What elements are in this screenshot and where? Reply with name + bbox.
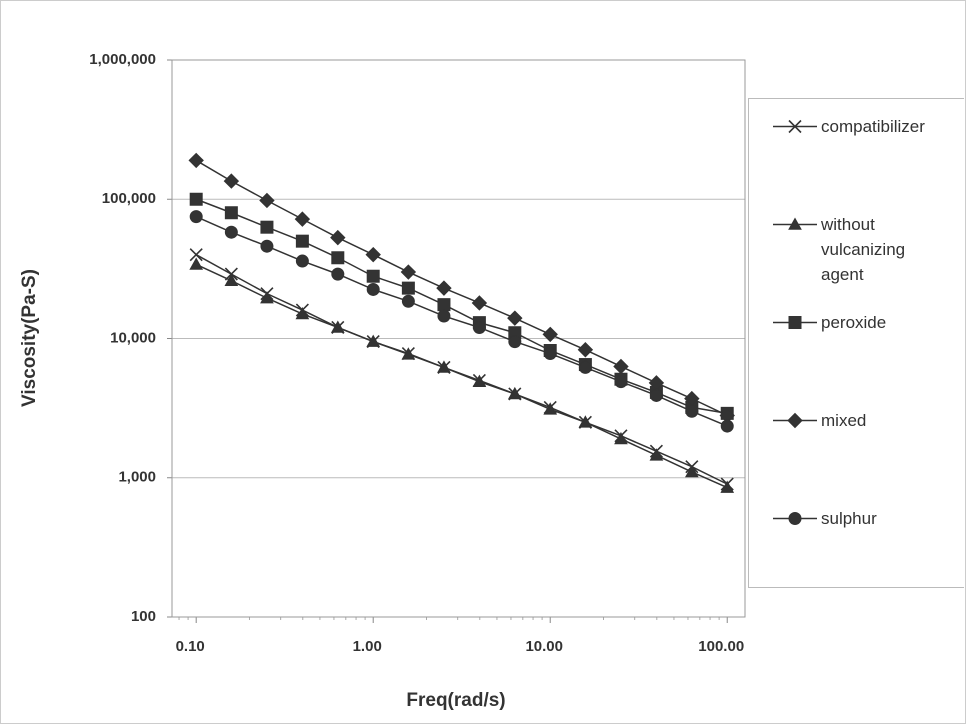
marker [437, 360, 451, 373]
marker [366, 334, 381, 347]
marker [578, 415, 593, 428]
legend-swatch [773, 512, 817, 525]
marker [189, 210, 203, 224]
marker [330, 229, 346, 246]
marker [787, 412, 803, 429]
x-axis-title: Freq(rad/s) [406, 690, 505, 711]
marker [788, 119, 802, 134]
marker [720, 480, 735, 493]
marker [401, 294, 415, 308]
legend-label: compatibilizer [821, 117, 925, 136]
marker [720, 419, 734, 433]
y-tick-label: 1,000 [118, 469, 156, 486]
legend-label: sulphur [821, 509, 877, 528]
series-line [195, 198, 728, 415]
marker [189, 248, 203, 262]
legend: compatibilizer without vulcanizing agent p… [748, 98, 964, 588]
x-tick-label: 0.10 [176, 638, 205, 655]
marker [224, 206, 238, 220]
y-tick-label: 100 [131, 608, 156, 625]
marker [260, 220, 274, 234]
marker [472, 320, 486, 334]
marker [542, 326, 558, 343]
marker [331, 267, 345, 281]
y-axis-title: Viscosity(Pa-S) [19, 269, 40, 407]
marker [223, 173, 240, 189]
legend-item: peroxide [771, 310, 951, 335]
marker [649, 388, 663, 402]
marker [366, 282, 380, 296]
marker [613, 358, 629, 375]
marker [224, 273, 239, 287]
marker [472, 374, 487, 387]
legend-item: sulphur [771, 506, 951, 531]
marker [471, 295, 488, 311]
marker [577, 342, 594, 358]
legend-swatch [773, 119, 817, 134]
marker [508, 335, 522, 349]
legend-swatch [773, 217, 817, 230]
x-tick-label: 1.00 [353, 638, 382, 655]
legend-item: mixed [771, 408, 951, 433]
marker [401, 347, 416, 360]
marker [400, 264, 417, 280]
legend-label: without vulcanizing agent [821, 215, 906, 284]
marker [401, 281, 415, 295]
series-line [195, 159, 728, 417]
marker [259, 192, 275, 209]
marker [614, 431, 628, 445]
marker [295, 306, 310, 320]
marker [366, 269, 380, 283]
legend-swatch [773, 412, 817, 429]
y-tick-label: 1,000,000 [89, 51, 156, 68]
marker [365, 246, 381, 263]
marker [189, 257, 204, 270]
marker [189, 192, 203, 206]
marker [578, 360, 592, 374]
marker [788, 217, 802, 230]
marker [260, 291, 274, 304]
legend-item: compatibilizer [771, 114, 951, 139]
marker [260, 239, 274, 253]
marker [330, 320, 345, 333]
x-tick-label: 100.00 [698, 638, 744, 655]
series-line [195, 254, 728, 485]
marker [295, 254, 309, 268]
plot-frame [171, 59, 746, 618]
marker [295, 234, 309, 248]
marker [507, 310, 523, 326]
marker [331, 251, 345, 265]
series-line [195, 215, 728, 427]
marker [437, 298, 451, 312]
marker [507, 386, 522, 400]
marker [294, 211, 311, 227]
legend-label: mixed [821, 411, 867, 430]
marker [437, 309, 451, 323]
marker [224, 225, 238, 239]
marker [614, 375, 628, 389]
series-line [195, 263, 728, 489]
legend-swatch [773, 316, 817, 329]
marker [788, 512, 802, 525]
legend-item: without vulcanizing agent [771, 212, 951, 287]
marker [188, 152, 204, 169]
marker [684, 464, 699, 478]
marker [685, 404, 699, 418]
marker [436, 280, 452, 296]
x-tick-label: 10.00 [525, 638, 563, 655]
marker [543, 402, 558, 415]
marker [543, 347, 557, 361]
y-tick-label: 10,000 [110, 329, 156, 346]
marker [649, 448, 664, 461]
legend-label: peroxide [821, 313, 887, 332]
y-tick-label: 100,000 [102, 190, 156, 207]
marker [788, 316, 802, 329]
